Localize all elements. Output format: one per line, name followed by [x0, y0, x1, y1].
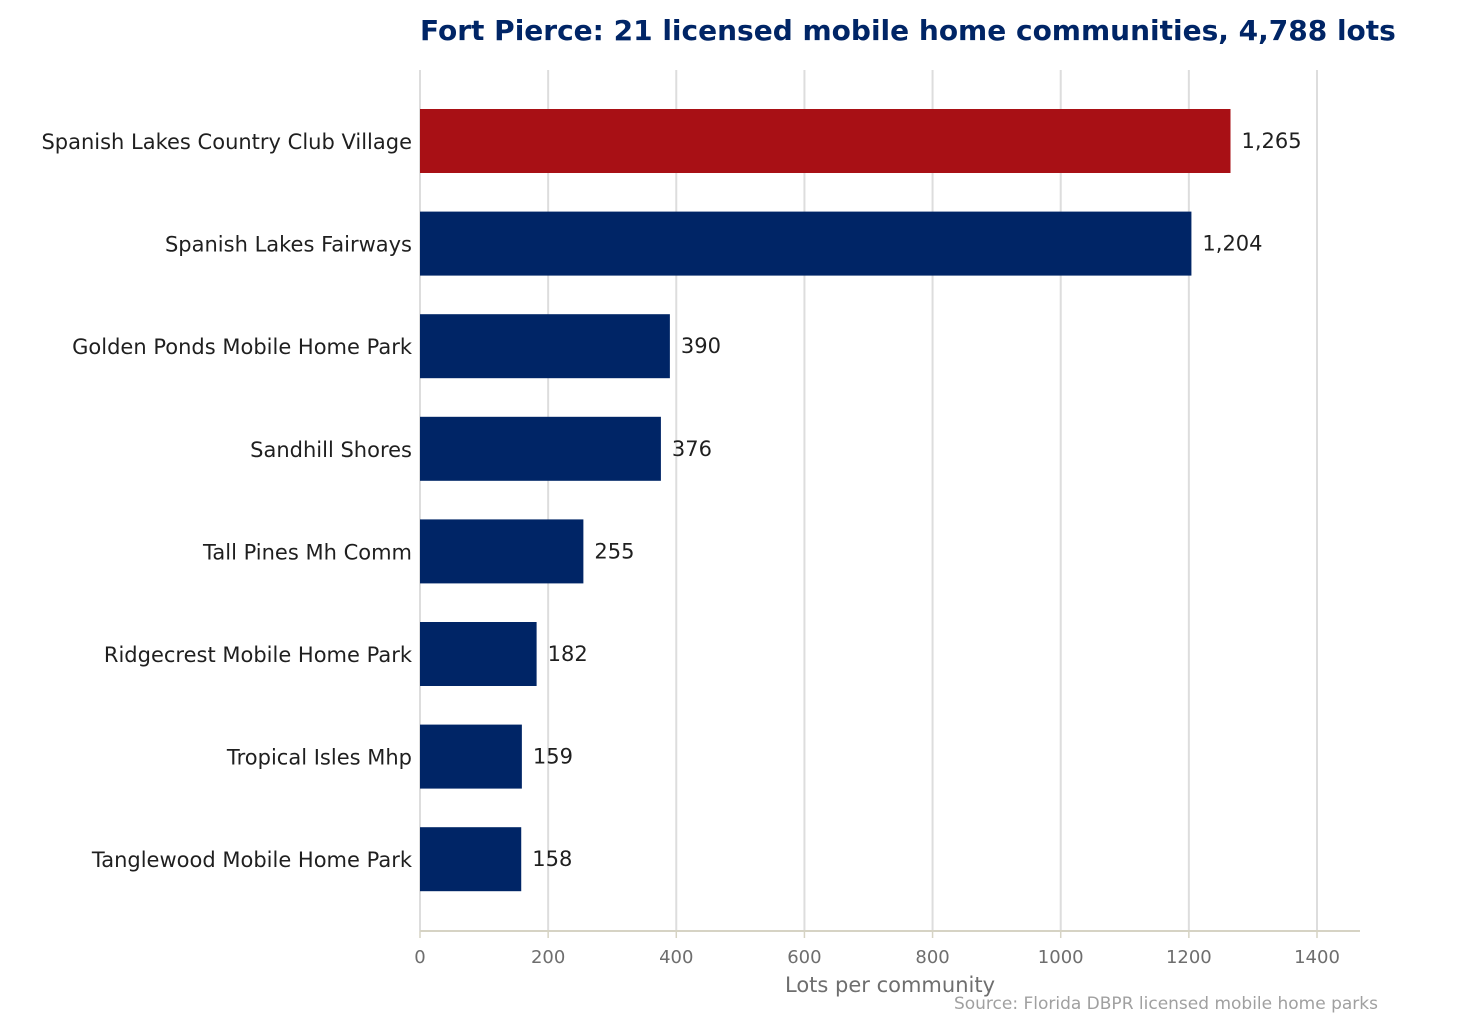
x-tick-label: 0 — [414, 947, 425, 968]
category-label: Golden Ponds Mobile Home Park — [72, 335, 413, 359]
value-label: 1,204 — [1202, 232, 1262, 256]
category-label: Tall Pines Mh Comm — [202, 540, 412, 564]
value-labels: 1,265 1,204 390 376 255 182 159 158 — [532, 129, 1301, 871]
x-tick-label: 400 — [659, 947, 693, 968]
category-labels: Spanish Lakes Country Club Village Spanis… — [41, 130, 412, 872]
bar — [420, 827, 522, 892]
bar — [420, 724, 522, 789]
x-tick-label: 1400 — [1294, 947, 1340, 968]
bar — [420, 314, 670, 379]
value-label: 376 — [672, 437, 712, 461]
bar — [420, 211, 1192, 276]
x-axis: 0 200 400 600 800 1000 1200 1400 — [414, 930, 1360, 968]
value-label: 159 — [533, 745, 573, 769]
gridlines — [419, 70, 1318, 931]
value-label: 1,265 — [1242, 129, 1302, 153]
x-tick-label: 1000 — [1038, 947, 1084, 968]
value-label: 182 — [548, 642, 588, 666]
category-label: Spanish Lakes Country Club Village — [41, 130, 412, 154]
value-label: 158 — [532, 847, 572, 871]
source-note: Source: Florida DBPR licensed mobile hom… — [954, 994, 1378, 1014]
x-tick-label: 800 — [915, 947, 949, 968]
bar — [420, 109, 1231, 173]
x-tick-label: 1200 — [1166, 947, 1212, 968]
x-tick-label: 600 — [787, 947, 821, 968]
value-label: 390 — [681, 334, 721, 358]
value-label: 255 — [594, 539, 634, 563]
bars — [420, 109, 1231, 892]
bar — [420, 416, 661, 481]
bar — [420, 519, 584, 584]
x-tick-label: 200 — [531, 947, 565, 968]
category-label: Tanglewood Mobile Home Park — [91, 848, 413, 872]
category-label: Sandhill Shores — [250, 438, 412, 462]
bar — [420, 622, 537, 686]
chart-title: Fort Pierce: 21 licensed mobile home com… — [420, 14, 1396, 47]
category-label: Tropical Isles Mhp — [226, 746, 412, 770]
x-axis-title: Lots per community — [785, 973, 995, 997]
category-label: Spanish Lakes Fairways — [165, 233, 412, 257]
category-label: Ridgecrest Mobile Home Park — [104, 643, 413, 667]
